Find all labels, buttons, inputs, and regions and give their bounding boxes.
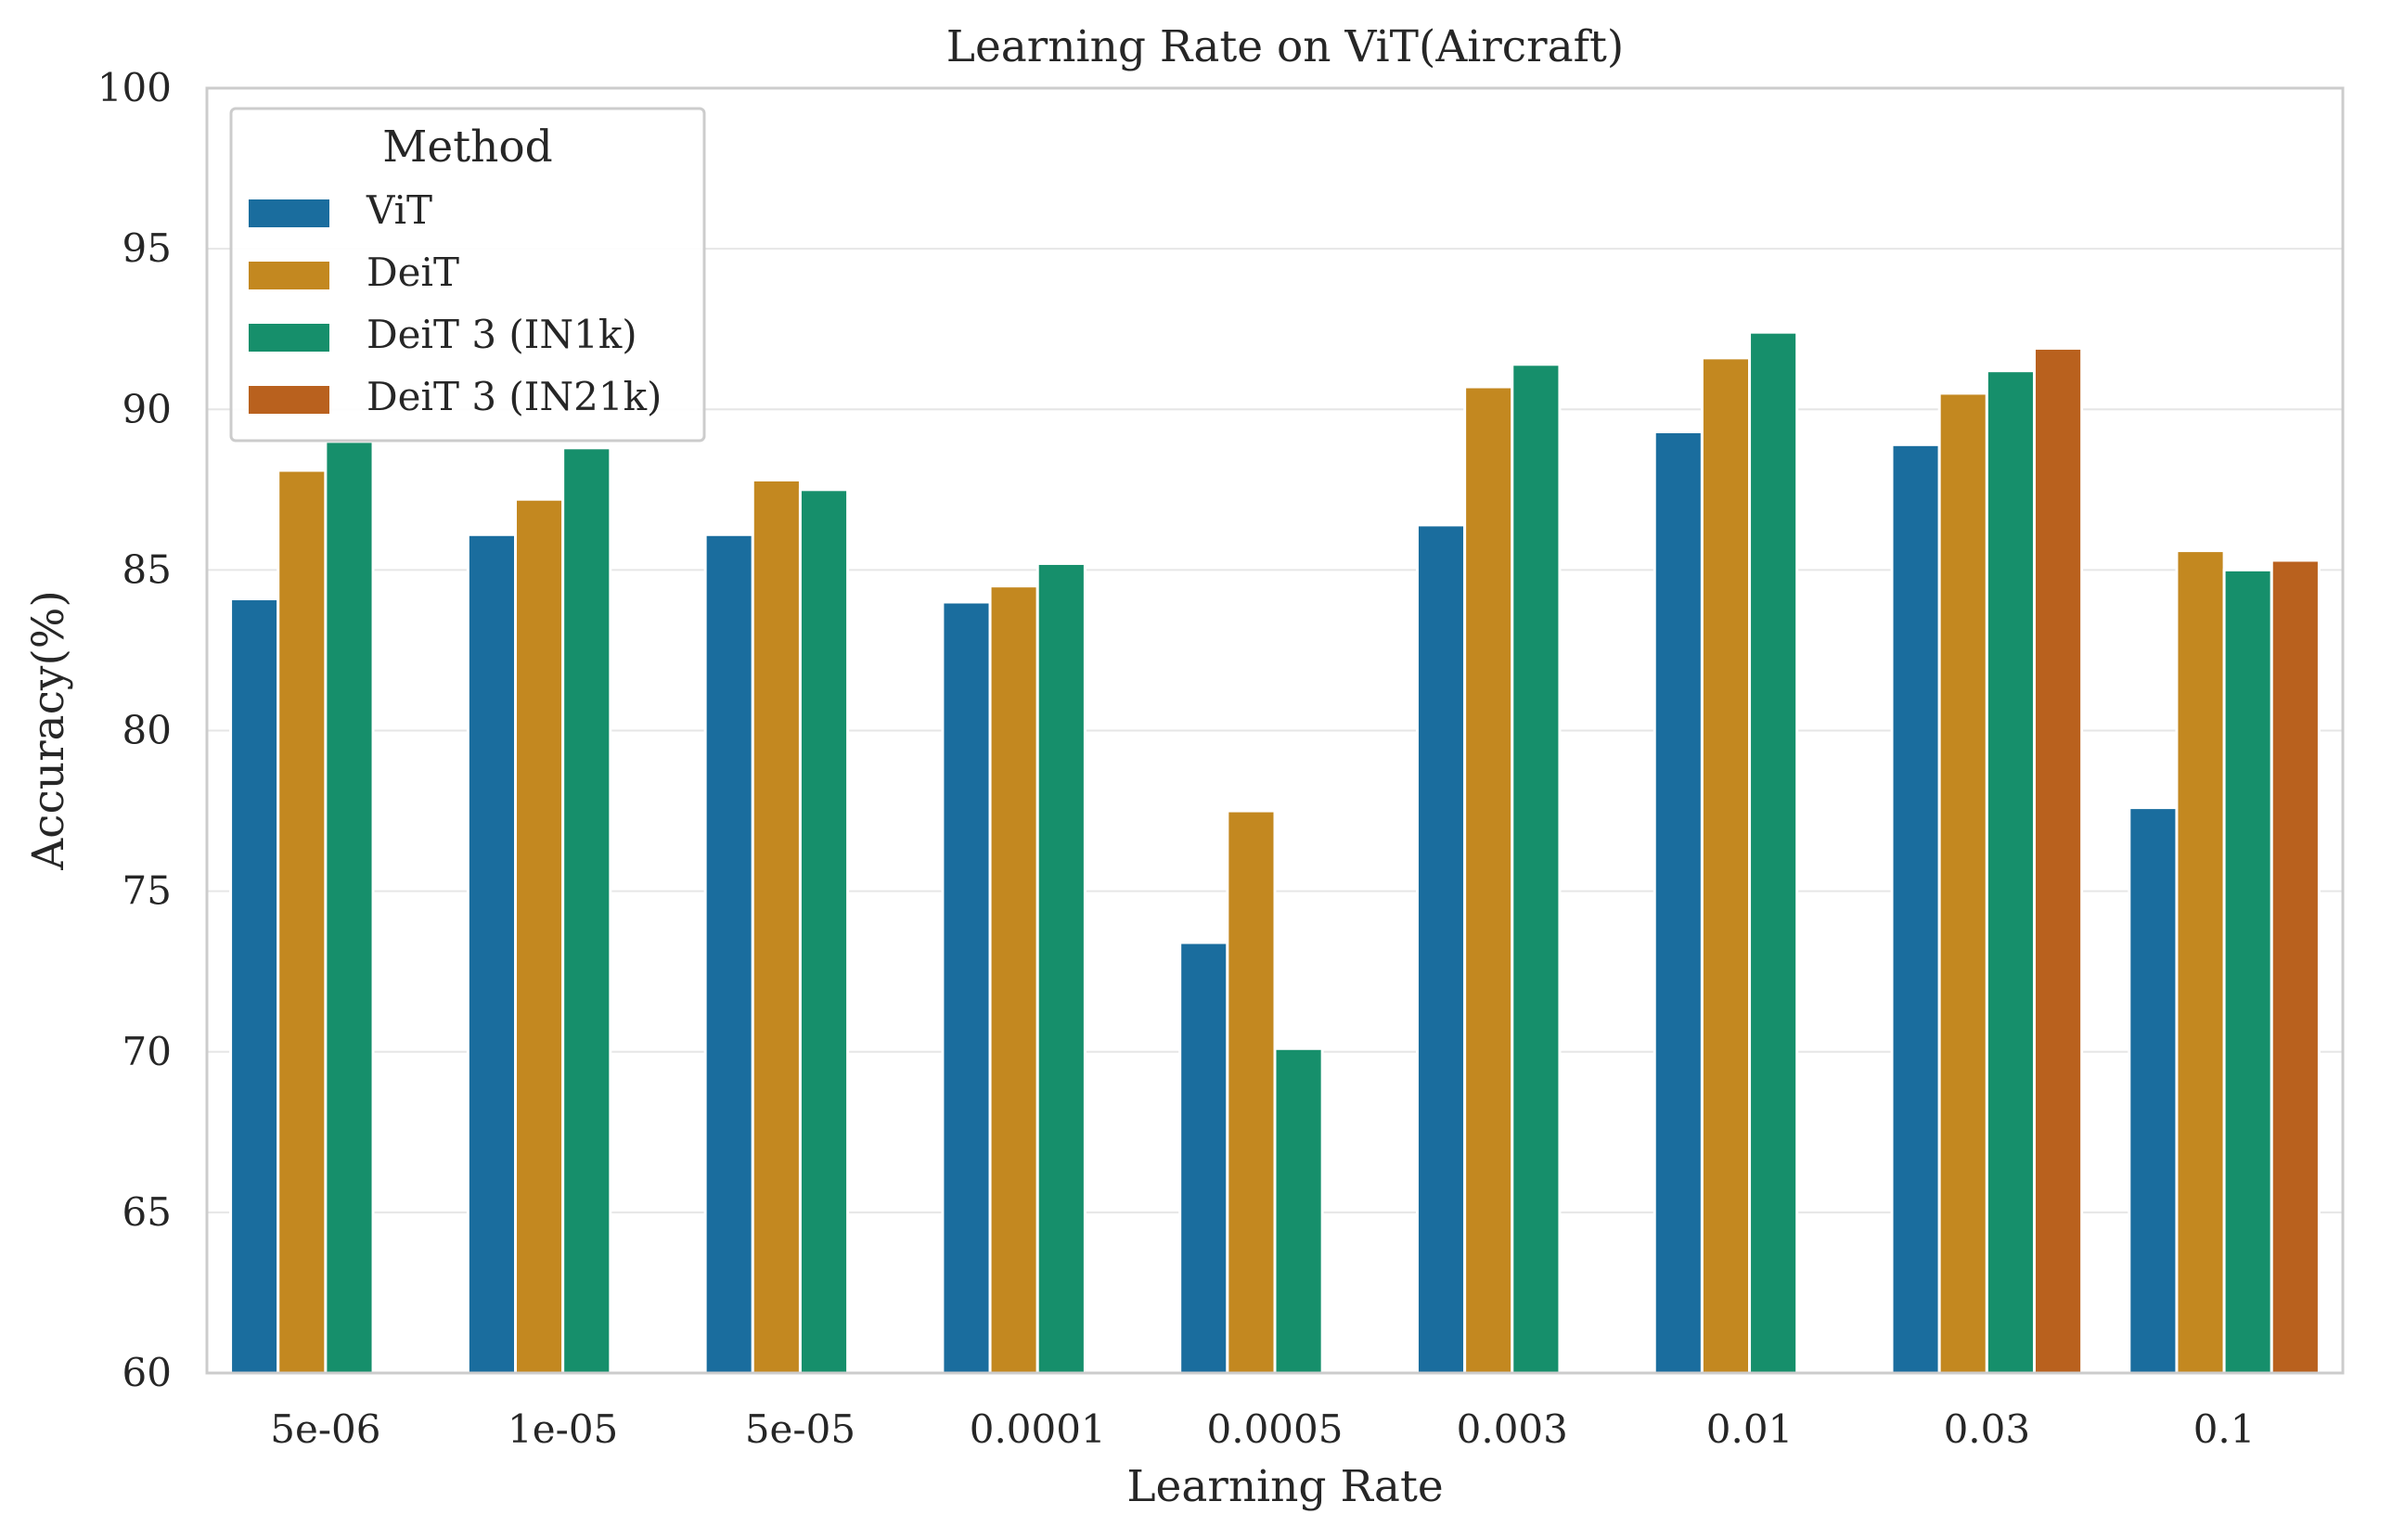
legend-label: DeiT 3 (IN21k) bbox=[367, 374, 662, 419]
bar-deit-0.1 bbox=[2175, 549, 2226, 1375]
legend-swatch bbox=[249, 324, 329, 352]
y-tick-label: 85 bbox=[122, 546, 172, 592]
bars bbox=[229, 330, 2321, 1375]
legend-swatch bbox=[249, 386, 329, 414]
bar-vit-0.003 bbox=[1415, 523, 1467, 1375]
y-tick-label: 65 bbox=[122, 1189, 172, 1235]
bar-deit-3-in1k-5e-06 bbox=[324, 440, 375, 1375]
bar-deit-5e-06 bbox=[276, 468, 328, 1375]
legend-items: ViT DeiT DeiT 3 (IN1k) DeiT 3 (IN21k) bbox=[249, 187, 662, 419]
bar-vit-0.0001 bbox=[941, 600, 992, 1375]
bar-deit-3-in21k-0.1 bbox=[2270, 558, 2321, 1375]
bar-vit-0.03 bbox=[1890, 443, 1941, 1375]
bar-deit-0.03 bbox=[1937, 391, 1988, 1375]
x-tick-label: 5e-06 bbox=[270, 1406, 380, 1452]
bar-deit-0.01 bbox=[1700, 356, 1752, 1375]
bar-deit-0.003 bbox=[1463, 385, 1514, 1375]
bar-deit-3-in1k-5e-05 bbox=[798, 488, 850, 1375]
legend-box bbox=[229, 107, 706, 443]
x-tick-label: 0.0001 bbox=[970, 1406, 1106, 1452]
legend-title: Method bbox=[382, 122, 552, 173]
bar-deit-5e-05 bbox=[751, 478, 802, 1375]
bar-vit-0.1 bbox=[2128, 806, 2179, 1375]
legend-swatch bbox=[249, 199, 329, 227]
legend-swatch bbox=[249, 262, 329, 289]
y-axis-label: Accuracy(%) bbox=[23, 590, 74, 871]
bar-vit-0.01 bbox=[1653, 430, 1704, 1375]
bar-deit-3-in1k-0.0005 bbox=[1273, 1046, 1324, 1375]
bar-vit-1e-05 bbox=[466, 533, 518, 1375]
bar-deit-3-in1k-0.03 bbox=[1985, 369, 2036, 1375]
y-tick-label: 70 bbox=[122, 1029, 172, 1074]
plot-frame bbox=[205, 86, 2345, 1375]
bar-deit-0.0005 bbox=[1226, 809, 1277, 1375]
y-tick-label: 90 bbox=[122, 386, 172, 431]
y-axis-ticks: 60 65 70 75 80 85 90 95 100 bbox=[97, 65, 172, 1395]
x-tick-label: 0.01 bbox=[1706, 1406, 1794, 1452]
bar-deit-3-in1k-1e-05 bbox=[561, 446, 612, 1375]
bar-deit-3-in1k-0.01 bbox=[1748, 330, 1799, 1375]
chart-title: Learning Rate on ViT(Aircraft) bbox=[946, 21, 1624, 72]
x-tick-label: 0.1 bbox=[2193, 1406, 2256, 1452]
bar-deit-3-in1k-0.0001 bbox=[1035, 561, 1087, 1375]
y-tick-label: 60 bbox=[122, 1350, 172, 1395]
bar-vit-5e-05 bbox=[703, 533, 754, 1375]
x-tick-label: 1e-05 bbox=[508, 1406, 618, 1452]
x-axis-ticks: 5e-06 1e-05 5e-05 0.0001 0.0005 0.003 0.01 0.03… bbox=[270, 1406, 2255, 1452]
y-tick-label: 80 bbox=[122, 708, 172, 753]
legend-label: DeiT 3 (IN1k) bbox=[367, 312, 637, 357]
bar-vit-0.0005 bbox=[1178, 941, 1229, 1375]
bar-deit-0.0001 bbox=[988, 584, 1039, 1375]
legend-label: DeiT bbox=[367, 250, 459, 295]
legend-label: ViT bbox=[366, 187, 432, 233]
bar-deit-3-in1k-0.003 bbox=[1511, 363, 1562, 1375]
x-tick-label: 0.003 bbox=[1457, 1406, 1568, 1452]
y-tick-label: 100 bbox=[97, 65, 172, 110]
x-tick-label: 0.03 bbox=[1944, 1406, 2031, 1452]
bar-vit-5e-06 bbox=[229, 597, 280, 1375]
x-axis-label: Learning Rate bbox=[1126, 1461, 1443, 1512]
y-tick-label: 95 bbox=[122, 225, 172, 271]
x-tick-label: 0.0005 bbox=[1207, 1406, 1344, 1452]
x-tick-label: 5e-05 bbox=[745, 1406, 855, 1452]
legend: Method ViT DeiT DeiT 3 (IN1k) DeiT 3 (IN21k… bbox=[229, 107, 706, 443]
y-tick-label: 75 bbox=[122, 868, 172, 914]
bar-deit-1e-05 bbox=[514, 497, 565, 1375]
bar-deit-3-in21k-0.03 bbox=[2032, 346, 2084, 1375]
bar-deit-3-in1k-0.1 bbox=[2222, 568, 2273, 1375]
